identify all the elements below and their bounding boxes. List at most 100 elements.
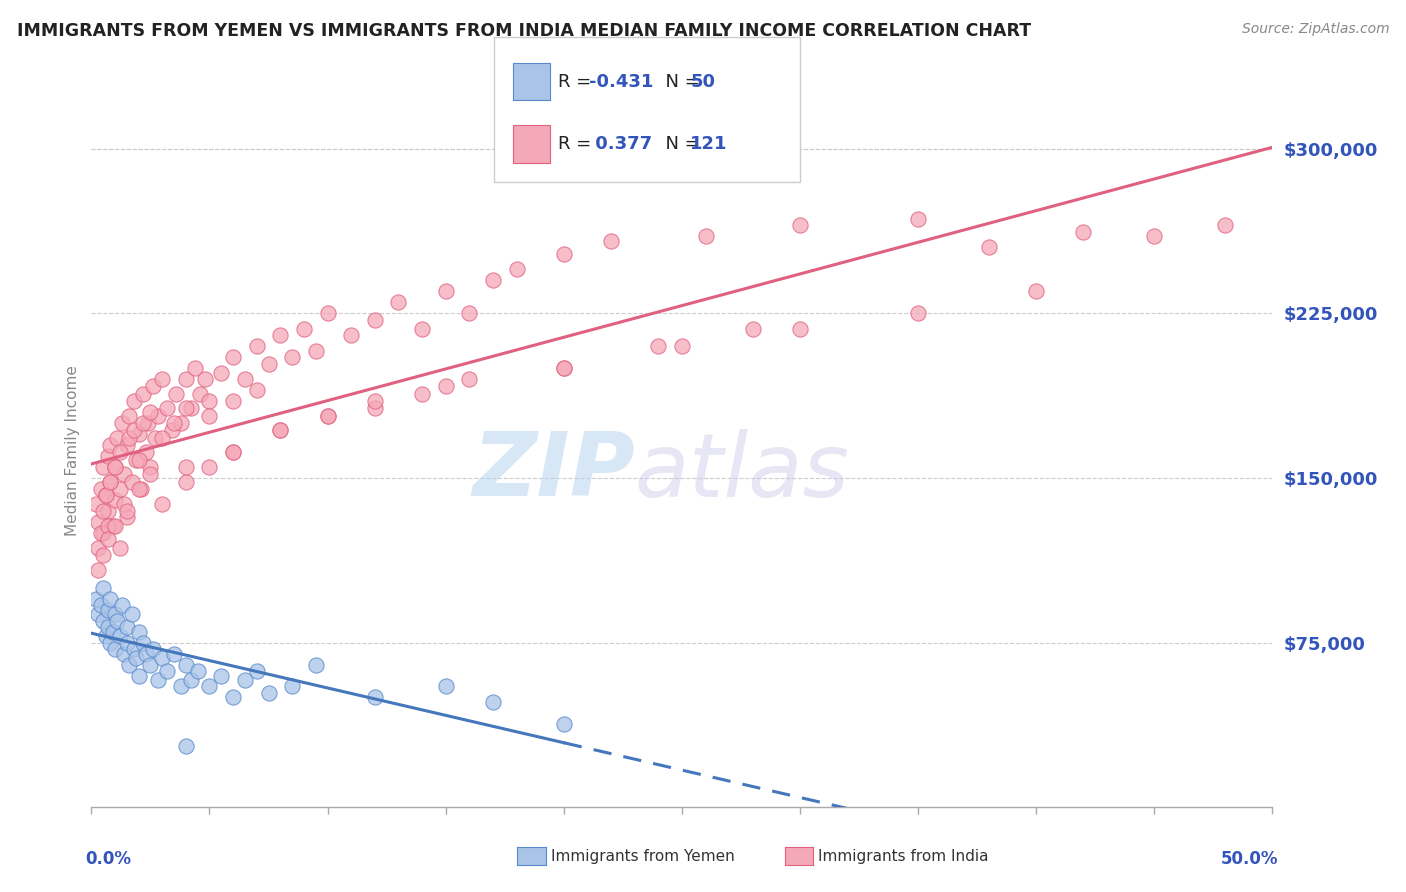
Point xyxy=(87,515,110,529)
Point xyxy=(269,423,291,437)
Point xyxy=(91,548,114,562)
Point xyxy=(94,629,117,643)
Point xyxy=(136,416,159,430)
Point xyxy=(553,247,575,261)
Point xyxy=(163,416,186,430)
Point xyxy=(91,504,114,518)
Point xyxy=(222,394,245,409)
Point xyxy=(128,482,150,496)
Point xyxy=(170,680,193,694)
Point xyxy=(198,459,221,474)
Point xyxy=(90,525,112,540)
Point xyxy=(1213,219,1236,233)
Point xyxy=(364,394,387,409)
Point xyxy=(1143,229,1166,244)
Point xyxy=(108,444,131,458)
Point xyxy=(150,431,173,445)
Point xyxy=(174,657,197,672)
Point xyxy=(316,306,339,320)
Point xyxy=(108,482,131,496)
Point xyxy=(128,668,150,682)
Point xyxy=(741,321,763,335)
Point xyxy=(84,591,107,606)
Point xyxy=(907,211,929,226)
Point xyxy=(111,416,134,430)
Point xyxy=(695,229,717,244)
Point xyxy=(104,607,127,621)
Point xyxy=(180,673,202,687)
Point xyxy=(142,378,165,392)
Point xyxy=(94,488,117,502)
Point xyxy=(104,519,127,533)
Point xyxy=(292,321,315,335)
Point xyxy=(458,372,481,386)
Point xyxy=(98,635,121,649)
Point xyxy=(108,541,131,556)
Point xyxy=(132,635,155,649)
Text: 0.377: 0.377 xyxy=(589,135,652,153)
Point xyxy=(434,285,457,299)
Point xyxy=(553,361,575,376)
Point xyxy=(482,273,505,287)
Point xyxy=(156,664,179,678)
Point xyxy=(458,306,481,320)
Point xyxy=(180,401,202,415)
Point xyxy=(104,459,127,474)
Point xyxy=(129,482,152,496)
Point xyxy=(115,438,138,452)
Point xyxy=(600,234,623,248)
Point xyxy=(97,533,120,547)
Point xyxy=(87,607,110,621)
Point xyxy=(188,387,211,401)
Point xyxy=(187,664,209,678)
Text: 50.0%: 50.0% xyxy=(1220,850,1278,868)
Y-axis label: Median Family Income: Median Family Income xyxy=(65,365,80,536)
Point xyxy=(184,361,207,376)
Point xyxy=(98,438,121,452)
Point xyxy=(482,695,505,709)
Text: Immigrants from India: Immigrants from India xyxy=(818,849,988,863)
Point xyxy=(98,475,121,490)
Point xyxy=(128,624,150,639)
Point xyxy=(209,668,232,682)
Point xyxy=(305,657,328,672)
Point xyxy=(174,475,197,490)
Point xyxy=(789,219,811,233)
Point xyxy=(209,366,232,380)
Point xyxy=(281,680,304,694)
Point xyxy=(411,387,433,401)
Text: R =: R = xyxy=(558,72,598,91)
Point xyxy=(505,262,527,277)
Point xyxy=(108,629,131,643)
Point xyxy=(97,519,120,533)
Text: ZIP: ZIP xyxy=(472,428,634,516)
Text: R =: R = xyxy=(558,135,598,153)
Point xyxy=(174,372,197,386)
Point xyxy=(671,339,693,353)
Point xyxy=(114,497,136,511)
Point xyxy=(97,504,120,518)
Point xyxy=(105,614,128,628)
Point xyxy=(122,394,145,409)
Point xyxy=(233,673,256,687)
Text: atlas: atlas xyxy=(634,429,849,515)
Text: N =: N = xyxy=(654,72,706,91)
Point xyxy=(91,525,114,540)
Point xyxy=(122,423,145,437)
Point xyxy=(222,444,245,458)
Point xyxy=(115,504,138,518)
Point xyxy=(97,620,120,634)
Point xyxy=(246,383,269,397)
Point xyxy=(128,427,150,442)
Point xyxy=(156,401,179,415)
Point xyxy=(387,295,409,310)
Point xyxy=(246,339,269,353)
Text: IMMIGRANTS FROM YEMEN VS IMMIGRANTS FROM INDIA MEDIAN FAMILY INCOME CORRELATION : IMMIGRANTS FROM YEMEN VS IMMIGRANTS FROM… xyxy=(17,22,1031,40)
Point xyxy=(198,680,221,694)
Point xyxy=(91,614,114,628)
Point xyxy=(118,657,141,672)
Point xyxy=(146,409,169,424)
Point xyxy=(364,313,387,327)
Point xyxy=(115,635,138,649)
Point xyxy=(125,453,148,467)
